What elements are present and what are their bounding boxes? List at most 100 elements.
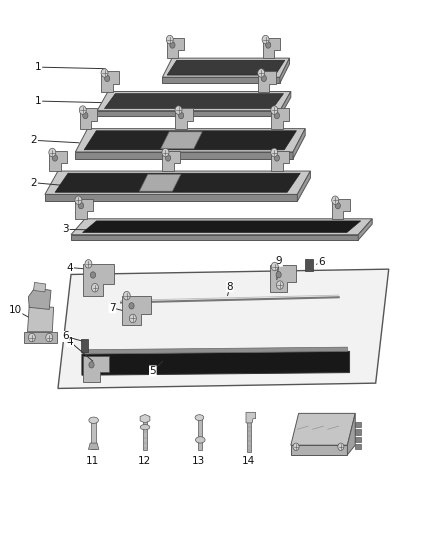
Polygon shape: [97, 111, 280, 116]
Circle shape: [166, 35, 173, 44]
Circle shape: [276, 271, 281, 278]
Polygon shape: [258, 71, 276, 92]
Circle shape: [166, 155, 171, 161]
Circle shape: [261, 75, 266, 82]
Polygon shape: [84, 347, 347, 354]
Polygon shape: [84, 131, 297, 150]
Circle shape: [105, 75, 110, 82]
Text: 3: 3: [63, 224, 69, 235]
Bar: [355, 429, 361, 434]
Polygon shape: [71, 219, 372, 235]
Circle shape: [332, 196, 339, 205]
Polygon shape: [88, 443, 99, 449]
Polygon shape: [176, 109, 193, 128]
Text: 13: 13: [191, 456, 205, 465]
Text: 15: 15: [320, 448, 334, 458]
Circle shape: [49, 148, 56, 157]
Bar: [81, 338, 88, 352]
Polygon shape: [358, 219, 372, 240]
Polygon shape: [28, 288, 51, 310]
Ellipse shape: [195, 437, 205, 443]
Text: 4: 4: [67, 263, 74, 272]
Circle shape: [179, 112, 184, 119]
Circle shape: [78, 203, 84, 209]
Text: 2: 2: [31, 177, 37, 188]
Polygon shape: [162, 58, 290, 77]
Polygon shape: [82, 351, 350, 375]
Polygon shape: [140, 415, 150, 423]
Polygon shape: [45, 195, 297, 201]
Polygon shape: [280, 58, 290, 83]
Polygon shape: [55, 173, 300, 192]
Circle shape: [89, 362, 94, 368]
Polygon shape: [75, 199, 93, 219]
Polygon shape: [75, 128, 305, 152]
Polygon shape: [102, 71, 119, 92]
Polygon shape: [80, 109, 97, 128]
Polygon shape: [271, 109, 289, 128]
Polygon shape: [83, 356, 109, 382]
Text: 11: 11: [86, 456, 99, 465]
Text: 8: 8: [226, 281, 233, 292]
Bar: [247, 421, 251, 452]
Polygon shape: [291, 414, 355, 445]
Ellipse shape: [89, 417, 99, 423]
Polygon shape: [162, 77, 280, 83]
Polygon shape: [271, 151, 289, 171]
Circle shape: [123, 292, 130, 300]
Circle shape: [92, 284, 99, 292]
Polygon shape: [297, 171, 311, 201]
Ellipse shape: [195, 415, 204, 421]
Polygon shape: [75, 152, 293, 159]
Circle shape: [175, 106, 182, 114]
Text: 5: 5: [149, 366, 156, 376]
Circle shape: [274, 112, 279, 119]
Polygon shape: [83, 264, 113, 296]
Text: 12: 12: [138, 456, 151, 465]
Text: 10: 10: [9, 305, 22, 315]
Bar: [355, 437, 361, 442]
Text: 4: 4: [67, 337, 74, 347]
Circle shape: [101, 69, 108, 77]
Polygon shape: [280, 92, 291, 116]
Text: 7: 7: [109, 303, 116, 313]
Text: 6: 6: [318, 257, 325, 267]
Circle shape: [28, 333, 35, 342]
Circle shape: [46, 333, 53, 342]
Text: 1: 1: [35, 62, 42, 72]
Polygon shape: [291, 445, 347, 455]
Text: 9: 9: [276, 256, 283, 266]
Circle shape: [338, 443, 344, 450]
Circle shape: [276, 281, 283, 289]
Polygon shape: [71, 235, 358, 240]
Circle shape: [79, 106, 86, 114]
Circle shape: [274, 155, 279, 161]
Polygon shape: [293, 128, 305, 159]
Circle shape: [85, 260, 92, 268]
Circle shape: [262, 35, 269, 44]
Circle shape: [335, 203, 340, 209]
Circle shape: [90, 272, 95, 278]
Polygon shape: [49, 151, 67, 171]
Text: 6: 6: [63, 332, 69, 342]
Polygon shape: [122, 296, 151, 325]
Circle shape: [83, 112, 88, 119]
Circle shape: [170, 42, 175, 48]
Circle shape: [75, 196, 82, 205]
Polygon shape: [332, 199, 350, 219]
Circle shape: [271, 148, 278, 157]
Bar: [355, 444, 361, 449]
Circle shape: [52, 155, 57, 161]
Polygon shape: [58, 269, 389, 389]
Polygon shape: [82, 221, 361, 232]
Polygon shape: [262, 38, 280, 58]
Polygon shape: [104, 94, 283, 109]
Polygon shape: [139, 174, 181, 191]
Text: 2: 2: [31, 135, 37, 146]
Circle shape: [129, 303, 134, 309]
Circle shape: [271, 106, 278, 114]
Bar: [305, 259, 313, 271]
Polygon shape: [270, 265, 296, 292]
Polygon shape: [97, 92, 291, 111]
Bar: [92, 420, 96, 449]
